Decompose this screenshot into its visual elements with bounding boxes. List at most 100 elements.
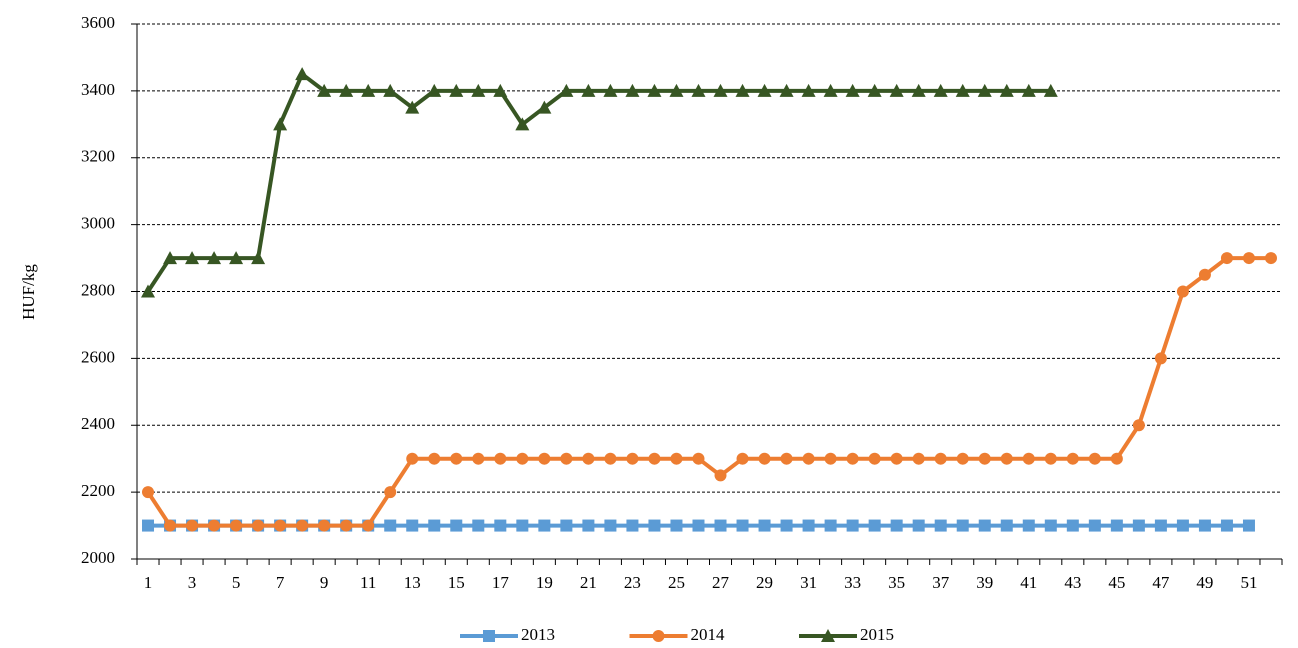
x-tick-label: 47 xyxy=(1152,573,1170,592)
marker xyxy=(1088,452,1101,465)
marker xyxy=(692,519,705,532)
marker xyxy=(1220,519,1233,532)
marker xyxy=(142,486,155,499)
marker xyxy=(406,519,419,532)
marker xyxy=(713,83,728,97)
marker xyxy=(868,452,881,465)
marker xyxy=(428,519,441,532)
marker xyxy=(295,67,310,81)
x-tick-label: 33 xyxy=(844,573,861,592)
marker xyxy=(516,452,529,465)
marker xyxy=(185,251,200,265)
marker xyxy=(625,83,640,97)
y-tick-label: 2000 xyxy=(81,548,115,567)
marker xyxy=(867,83,882,97)
marker xyxy=(252,519,265,532)
x-tick-label: 23 xyxy=(624,573,641,592)
marker xyxy=(911,83,926,97)
marker xyxy=(141,284,156,298)
marker xyxy=(955,83,970,97)
marker xyxy=(1022,519,1035,532)
marker xyxy=(230,519,243,532)
marker xyxy=(251,251,266,265)
marker xyxy=(472,452,485,465)
marker xyxy=(1242,252,1255,265)
marker xyxy=(229,251,244,265)
series-line xyxy=(146,72,1051,293)
x-tick-label: 39 xyxy=(976,573,993,592)
x-tick-label: 49 xyxy=(1196,573,1213,592)
x-tick-label: 31 xyxy=(800,573,817,592)
x-tick-label: 45 xyxy=(1108,573,1125,592)
marker xyxy=(1132,419,1145,432)
marker xyxy=(779,83,794,97)
marker xyxy=(163,251,178,265)
x-tick-label: 17 xyxy=(492,573,510,592)
marker xyxy=(801,83,816,97)
legend-label: 2015 xyxy=(860,625,894,644)
marker xyxy=(934,519,947,532)
marker xyxy=(318,519,331,532)
marker xyxy=(669,83,684,97)
marker xyxy=(581,83,596,97)
marker xyxy=(494,519,507,532)
marker xyxy=(626,519,639,532)
marker xyxy=(802,452,815,465)
marker xyxy=(472,519,485,532)
marker xyxy=(1176,285,1189,298)
y-tick-label: 3200 xyxy=(81,147,115,166)
marker xyxy=(340,519,353,532)
marker xyxy=(1198,519,1211,532)
marker xyxy=(736,519,749,532)
marker xyxy=(1088,519,1101,532)
series-line xyxy=(146,256,1271,528)
marker xyxy=(471,83,486,97)
x-tick-label: 27 xyxy=(712,573,730,592)
marker xyxy=(296,519,309,532)
marker xyxy=(648,452,661,465)
marker xyxy=(483,630,495,642)
x-tick-label: 25 xyxy=(668,573,685,592)
x-tick-label: 1 xyxy=(144,573,153,592)
series xyxy=(141,67,1058,298)
marker xyxy=(208,519,221,532)
y-tick-label: 3000 xyxy=(81,214,115,233)
legend-label: 2013 xyxy=(521,625,555,644)
marker xyxy=(1110,452,1123,465)
marker xyxy=(647,83,662,97)
marker xyxy=(1264,252,1277,265)
marker xyxy=(802,519,815,532)
marker xyxy=(780,452,793,465)
marker xyxy=(1044,519,1057,532)
marker xyxy=(582,519,595,532)
marker xyxy=(450,452,463,465)
marker xyxy=(1043,83,1058,97)
y-axis-label: HUF/kg xyxy=(19,264,38,320)
marker xyxy=(515,117,530,131)
marker xyxy=(758,452,771,465)
marker xyxy=(494,452,507,465)
marker xyxy=(824,519,837,532)
marker xyxy=(956,452,969,465)
marker xyxy=(1176,519,1189,532)
marker xyxy=(538,519,551,532)
x-tick-label: 41 xyxy=(1020,573,1037,592)
marker xyxy=(317,83,332,97)
y-tick-label: 2600 xyxy=(81,347,115,366)
marker xyxy=(164,519,177,532)
x-tick-label: 11 xyxy=(360,573,376,592)
marker xyxy=(559,83,574,97)
marker xyxy=(714,519,727,532)
marker xyxy=(692,452,705,465)
marker xyxy=(1154,519,1167,532)
marker xyxy=(384,486,397,499)
x-tick-label: 19 xyxy=(536,573,553,592)
marker xyxy=(757,83,772,97)
marker xyxy=(652,630,665,642)
series xyxy=(142,252,1277,532)
marker xyxy=(1154,352,1167,365)
y-tick-label: 3600 xyxy=(81,13,115,32)
marker xyxy=(1198,268,1211,281)
marker xyxy=(538,452,551,465)
marker xyxy=(890,519,903,532)
